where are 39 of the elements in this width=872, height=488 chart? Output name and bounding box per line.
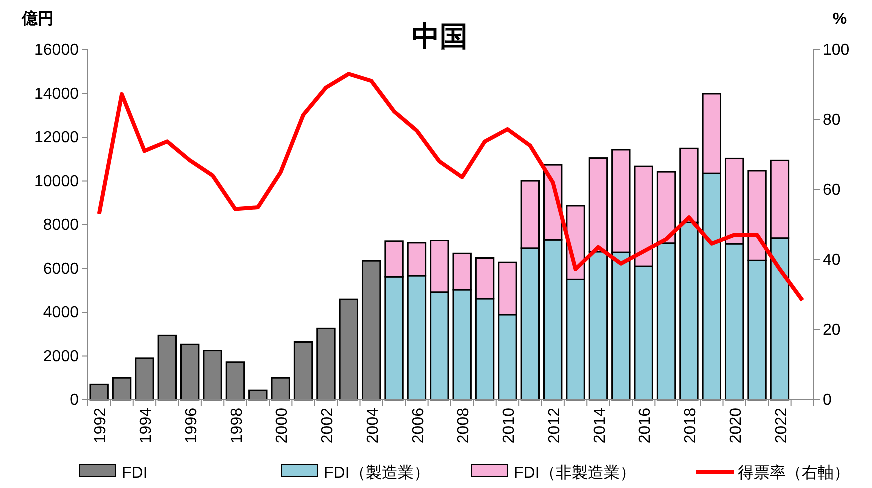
x-tick-label: 1998 <box>228 408 246 444</box>
x-tick-label: 2008 <box>456 408 473 444</box>
x-tick-label: 2000 <box>274 408 292 444</box>
y2-axis-title: % <box>832 11 848 28</box>
y2-tick-label: 80 <box>823 112 841 130</box>
y-axis-title: 億円 <box>21 10 54 28</box>
y-tick-label: 8000 <box>43 217 80 234</box>
x-tick-label: 1992 <box>92 408 110 444</box>
y-tick-label: 0 <box>70 392 80 410</box>
x-tick-label: 2012 <box>546 408 564 444</box>
y-tick-label: 12000 <box>34 130 80 147</box>
x-tick-label: 2016 <box>637 408 654 444</box>
x-tick-label: 2010 <box>501 408 518 444</box>
x-tick-label: 2002 <box>320 408 337 444</box>
x-tick-label: 1996 <box>183 408 200 444</box>
x-tick-label: 1994 <box>138 408 156 444</box>
y-tick-label: 10000 <box>34 173 80 190</box>
legend-label: FDI（製造業） <box>324 464 430 482</box>
legend-label: 得票率（右軸） <box>738 464 850 482</box>
y2-tick-label: 40 <box>823 252 841 270</box>
x-tick-label: 2020 <box>728 408 745 444</box>
y2-tick-label: 60 <box>823 182 841 200</box>
y2-tick-label: 20 <box>823 322 841 340</box>
line-series <box>97 72 805 303</box>
y-tick-label: 14000 <box>34 86 80 103</box>
y-tick-label: 6000 <box>43 260 80 278</box>
legend-label: FDI（非製造業） <box>514 464 636 482</box>
x-tick-label: 2014 <box>592 408 609 444</box>
legend-label: FDI <box>122 465 148 482</box>
x-tick-label: 2022 <box>773 408 790 444</box>
x-tick-label: 2006 <box>410 408 428 444</box>
y-tick-label: 4000 <box>43 304 80 322</box>
x-tick-label: 2004 <box>364 408 382 444</box>
chart-title: 中国 <box>412 21 468 52</box>
y2-tick-label: 0 <box>823 392 832 410</box>
x-tick-label: 2018 <box>682 408 700 444</box>
y-tick-label: 16000 <box>34 42 80 60</box>
y-tick-label: 2000 <box>43 348 80 366</box>
y2-tick-label: 100 <box>823 42 850 60</box>
